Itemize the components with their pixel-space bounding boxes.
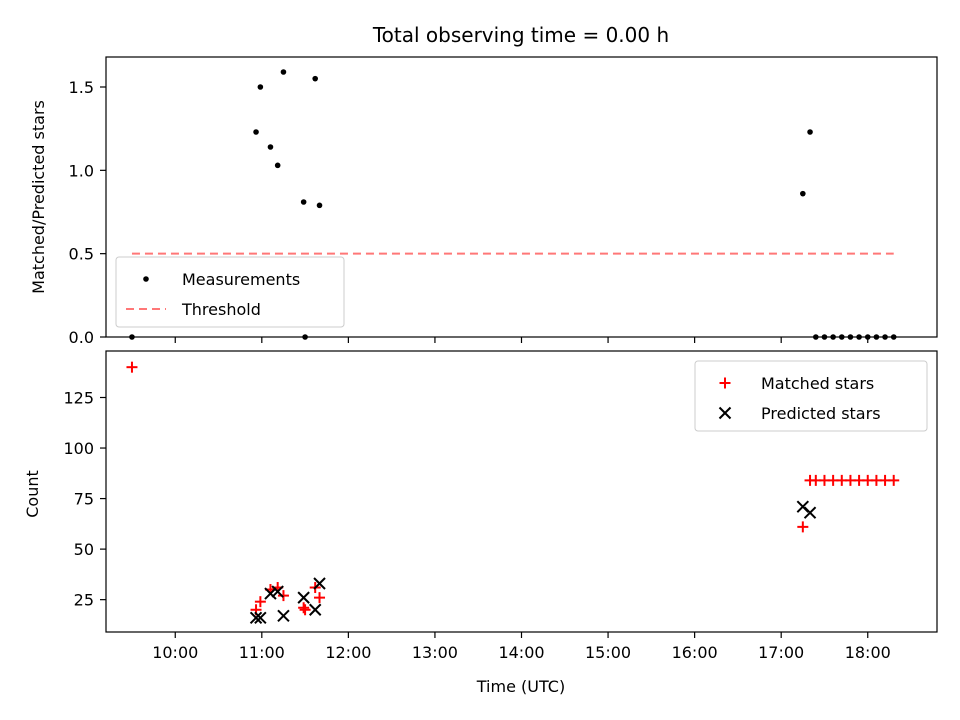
predicted-star-point [264,587,277,600]
bottom-y-tick-label: 75 [74,490,94,509]
predicted-star-point [313,577,326,590]
matched-star-point [314,592,326,604]
legend-label: Measurements [182,270,300,289]
bottom-y-tick-label: 100 [63,439,94,458]
bottom-x-axis-label: Time (UTC) [476,677,565,696]
top-y-tick-label: 1.0 [69,161,94,180]
measurement-point [312,75,318,82]
bottom-x-tick-label: 17:00 [758,643,804,662]
predicted-star-point [297,591,310,604]
bottom-chart-panel: 10:00 11:00 12:00 13:00 14:00 15:00 16:00 17:00… [63,350,938,662]
bottom-series-predicted-stars [249,500,817,625]
bottom-x-tick-label: 12:00 [325,643,371,662]
bottom-series-matched-stars [126,361,900,616]
predicted-star-point [277,609,290,623]
measurement-point [274,162,281,169]
bottom-axes-frame [105,350,938,633]
measurement-point [316,202,323,209]
top-y-tick-label: 1.5 [69,78,94,97]
measurement-point [267,144,274,150]
top-chart-panel: 0.0 0.5 1.0 1.5 Measurements Threshold [69,56,938,347]
measurement-point [253,129,259,135]
top-y-tick-label: 0.5 [69,245,94,264]
legend-label: Predicted stars [761,404,881,423]
matched-star-point [254,596,266,608]
bottom-y-axis-label: Count [23,470,42,518]
matched-star-point [888,474,900,486]
bottom-x-tick-label: 14:00 [498,643,544,662]
predicted-star-point [254,611,267,625]
bottom-x-tick-label: 16:00 [672,643,718,662]
predicted-star-point [249,611,263,625]
measurement-point [257,84,264,90]
bottom-y-tick-label: 50 [74,540,94,559]
legend-x-icon [718,406,732,420]
measurement-point [800,190,806,197]
legend-label: Matched stars [761,374,874,393]
measurement-point [280,69,287,75]
bottom-y-tick-label: 125 [63,388,94,407]
top-y-axis-label: Matched/Predicted stars [29,100,48,294]
matched-star-point [299,604,311,616]
matched-star-point [298,602,310,614]
bottom-x-tick-label: 18:00 [845,643,891,662]
bottom-y-tick-label: 25 [74,591,94,610]
legend-label: Threshold [181,300,261,319]
legend-plus-icon [719,377,731,389]
top-chart-title: Total observing time = 0.00 h [372,23,669,47]
bottom-legend: Matched stars Predicted stars [694,360,928,432]
matched-star-point [277,590,289,602]
predicted-star-point [308,603,322,616]
measurement-point [807,129,813,135]
top-legend: Measurements Threshold [115,256,345,328]
predicted-star-point [803,506,817,519]
bottom-x-tick-label: 10:00 [152,643,198,662]
bottom-x-tick-label: 11:00 [239,643,285,662]
top-axes-frame [105,56,938,338]
legend-dot-icon [143,276,149,282]
bottom-x-tick-label: 15:00 [585,643,631,662]
bottom-x-tick-label: 13:00 [412,643,458,662]
predicted-star-point [271,585,284,598]
matched-star-point [126,361,138,373]
measurement-point [300,199,307,205]
matched-star-point [797,521,809,533]
top-y-tick-label: 0.0 [69,328,94,347]
